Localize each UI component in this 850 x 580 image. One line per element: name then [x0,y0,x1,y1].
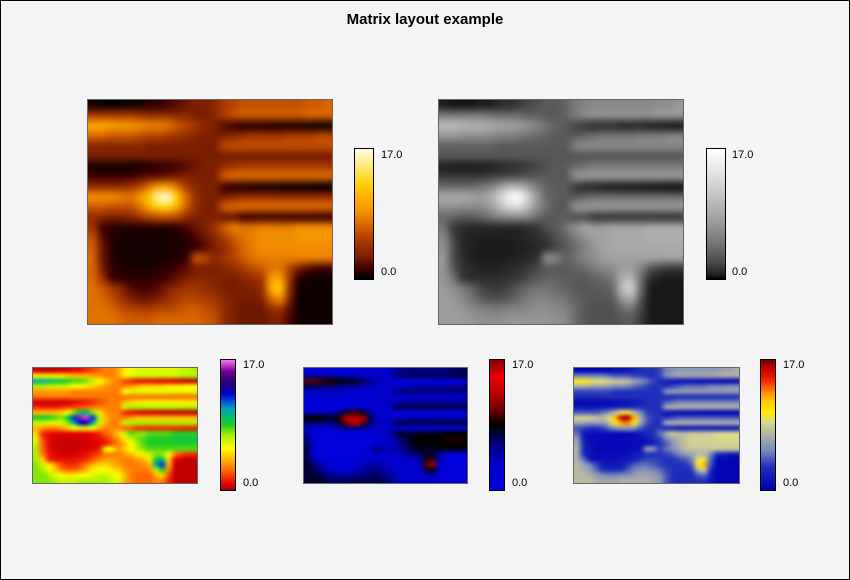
heatmap-panel-heat [87,99,333,325]
heatmap-canvas-rainbow [33,368,197,483]
heatmap-panel-blue-black-red [303,367,468,484]
colorbar-grayscale [706,148,726,280]
colorbar-blue-gray-yellow-red [760,359,776,491]
colorbar-blue-black-red [489,359,505,491]
colorbar-max-label: 17.0 [783,359,805,371]
colorbar-max-label: 17.0 [243,359,265,371]
colorbar-max-label: 17.0 [381,149,403,161]
heatmap-panel-grayscale [438,99,684,325]
heatmap-canvas-blue-black-red [304,368,467,483]
heatmap-canvas-grayscale [439,100,683,324]
colorbar-min-label: 0.0 [783,477,799,489]
colorbar-canvas-blue-black-red [490,360,504,490]
colorbar-min-label: 0.0 [243,477,259,489]
colorbar-max-label: 17.0 [512,359,534,371]
colorbar-min-label: 0.0 [381,266,397,278]
colorbar-canvas-blue-gray-yellow-red [761,360,775,490]
colorbar-canvas-rainbow [221,360,235,490]
heatmap-panel-rainbow [32,367,198,484]
colorbar-rainbow [220,359,236,491]
figure-title: Matrix layout example [346,11,504,28]
colorbar-min-label: 0.0 [732,266,748,278]
colorbar-max-label: 17.0 [732,149,754,161]
colorbar-heat [354,148,374,280]
heatmap-canvas-heat [88,100,332,324]
colorbar-canvas-grayscale [707,149,725,279]
colorbar-canvas-heat [355,149,373,279]
colorbar-min-label: 0.0 [512,477,528,489]
heatmap-canvas-blue-gray-yellow-red [574,368,739,483]
heatmap-panel-blue-gray-yellow-red [573,367,740,484]
